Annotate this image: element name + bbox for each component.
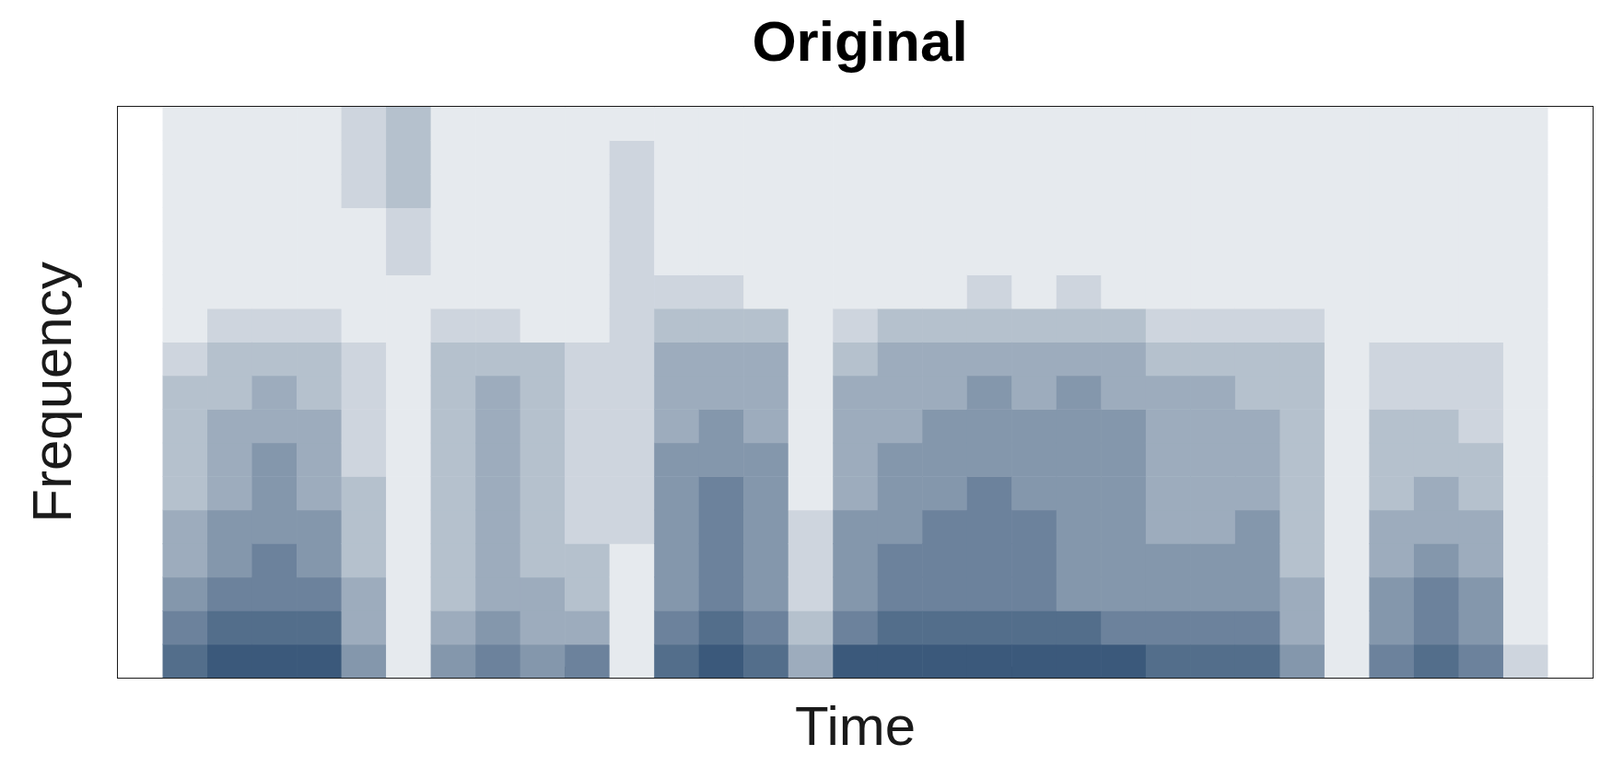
- svg-text:Original: Original: [751, 9, 968, 73]
- svg-text:Frequency: Frequency: [21, 261, 83, 523]
- svg-text:Time: Time: [794, 695, 916, 758]
